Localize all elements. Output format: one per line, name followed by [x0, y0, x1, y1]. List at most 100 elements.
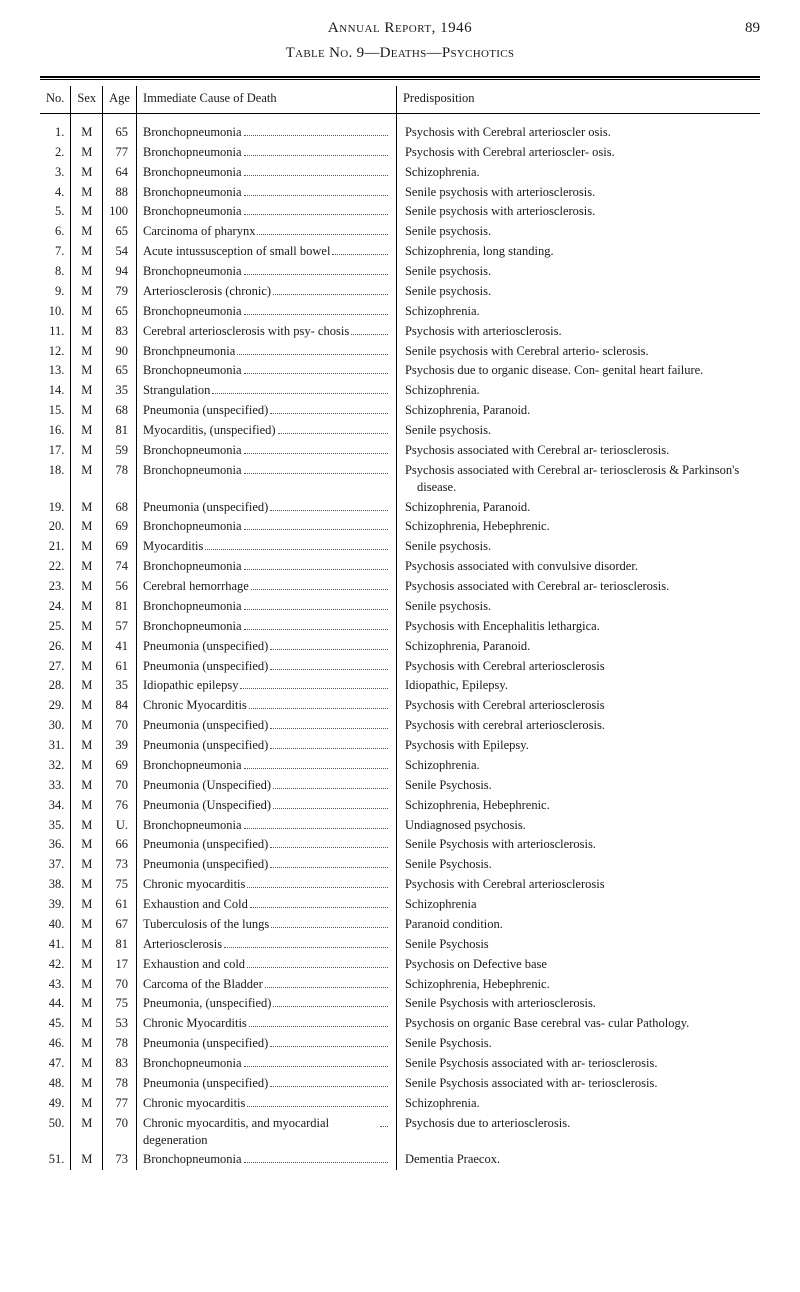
cell-predisposition: Schizophrenia, Paranoid.: [396, 497, 760, 517]
cell-predisposition: Schizophrenia, Paranoid.: [396, 401, 760, 421]
cell-predisposition: Schizophrenia, Paranoid.: [396, 636, 760, 656]
cell-cause: Pneumonia (Unspecified): [136, 775, 396, 795]
cell-cause: Pneumonia (unspecified): [136, 716, 396, 736]
table-row: 35.MU.BronchopneumoniaUndiagnosed psycho…: [40, 815, 760, 835]
cell-age: 81: [103, 596, 137, 616]
table-row: 42.M17Exhaustion and coldPsychosis on De…: [40, 954, 760, 974]
cell-no: 42.: [40, 954, 71, 974]
cell-predisposition: Psychosis with Cerebral arteriosclerosis: [396, 656, 760, 676]
table-row: 16.M81Myocarditis, (unspecified)Senile p…: [40, 421, 760, 441]
cell-cause: Pneumonia (unspecified): [136, 401, 396, 421]
cell-no: 29.: [40, 696, 71, 716]
cell-age: 69: [103, 517, 137, 537]
rule-top-thin: [40, 79, 760, 80]
cell-no: 25.: [40, 616, 71, 636]
table-row: 37.M73Pneumonia (unspecified)Senile Psyc…: [40, 855, 760, 875]
table-row: 15.M68Pneumonia (unspecified)Schizophren…: [40, 401, 760, 421]
cell-no: 32.: [40, 755, 71, 775]
table-row: 6.M65Carcinoma of pharynxSenile psychosi…: [40, 222, 760, 242]
table-row: 2.M77BronchopneumoniaPsychosis with Cere…: [40, 142, 760, 162]
cell-cause: Bronchopneumonia: [136, 460, 396, 497]
cell-predisposition: Senile Psychosis with arteriosclerosis.: [396, 994, 760, 1014]
cell-no: 50.: [40, 1113, 71, 1150]
cell-predisposition: Psychosis associated with Cerebral ar- t…: [396, 440, 760, 460]
cell-age: 66: [103, 835, 137, 855]
cell-predisposition: Schizophrenia.: [396, 301, 760, 321]
cell-sex: M: [71, 616, 103, 636]
cell-sex: M: [71, 460, 103, 497]
cell-predisposition: Psychosis with Cerebral arteriosclerosis: [396, 696, 760, 716]
cell-age: 65: [103, 113, 137, 142]
cell-age: 94: [103, 262, 137, 282]
cell-no: 20.: [40, 517, 71, 537]
cell-predisposition: Senile Psychosis.: [396, 775, 760, 795]
cell-sex: M: [71, 835, 103, 855]
cell-age: 90: [103, 341, 137, 361]
cell-cause: Pneumonia (unspecified): [136, 656, 396, 676]
table-body: 1.M65BronchopneumoniaPsychosis with Cere…: [40, 113, 760, 1169]
cell-predisposition: Senile Psychosis: [396, 934, 760, 954]
cell-no: 13.: [40, 361, 71, 381]
cell-predisposition: Schizophrenia.: [396, 381, 760, 401]
cell-sex: M: [71, 440, 103, 460]
cell-age: 65: [103, 222, 137, 242]
cell-predisposition: Senile psychosis with arteriosclerosis.: [396, 202, 760, 222]
cell-predisposition: Undiagnosed psychosis.: [396, 815, 760, 835]
cell-sex: M: [71, 301, 103, 321]
table-row: 12.M90BronchpneumoniaSenile psychosis wi…: [40, 341, 760, 361]
cell-age: 73: [103, 855, 137, 875]
cell-predisposition: Senile Psychosis associated with ar- ter…: [396, 1054, 760, 1074]
cell-predisposition: Psychosis with arteriosclerosis.: [396, 321, 760, 341]
table-row: 36.M66Pneumonia (unspecified)Senile Psyc…: [40, 835, 760, 855]
cell-sex: M: [71, 1014, 103, 1034]
col-header-predisposition: Predisposition: [396, 86, 760, 113]
cell-sex: M: [71, 242, 103, 262]
cell-sex: M: [71, 497, 103, 517]
cell-predisposition: Senile psychosis.: [396, 281, 760, 301]
cell-predisposition: Psychosis with Epilepsy.: [396, 736, 760, 756]
cell-sex: M: [71, 755, 103, 775]
table-row: 25.M57BronchopneumoniaPsychosis with Enc…: [40, 616, 760, 636]
cell-age: 78: [103, 460, 137, 497]
cell-no: 33.: [40, 775, 71, 795]
cell-cause: Arteriosclerosis: [136, 934, 396, 954]
cell-cause: Bronchopneumonia: [136, 162, 396, 182]
cell-no: 4.: [40, 182, 71, 202]
cell-cause: Bronchpneumonia: [136, 341, 396, 361]
cell-age: 75: [103, 994, 137, 1014]
cell-predisposition: Senile psychosis.: [396, 537, 760, 557]
cell-sex: M: [71, 954, 103, 974]
cell-sex: M: [71, 934, 103, 954]
cell-age: 35: [103, 381, 137, 401]
table-row: 22.M74BronchopneumoniaPsychosis associat…: [40, 557, 760, 577]
cell-age: 70: [103, 1113, 137, 1150]
cell-no: 31.: [40, 736, 71, 756]
table-row: 48.M78Pneumonia (unspecified)Senile Psyc…: [40, 1073, 760, 1093]
table-row: 1.M65BronchopneumoniaPsychosis with Cere…: [40, 113, 760, 142]
cell-cause: Pneumonia (unspecified): [136, 855, 396, 875]
report-title: Annual Report, 1946: [80, 20, 720, 37]
cell-predisposition: Psychosis associated with Cerebral ar- t…: [396, 577, 760, 597]
cell-no: 23.: [40, 577, 71, 597]
cell-sex: M: [71, 401, 103, 421]
cell-cause: Bronchopneumonia: [136, 113, 396, 142]
table-row: 41.M81ArteriosclerosisSenile Psychosis: [40, 934, 760, 954]
cell-age: 83: [103, 1054, 137, 1074]
table-row: 5.M100BronchopneumoniaSenile psychosis w…: [40, 202, 760, 222]
cell-predisposition: Schizophrenia, Hebephrenic.: [396, 795, 760, 815]
cell-cause: Myocarditis, (unspecified): [136, 421, 396, 441]
page-header: Annual Report, 1946 89: [40, 20, 760, 37]
cell-sex: M: [71, 656, 103, 676]
col-header-cause: Immediate Cause of Death: [136, 86, 396, 113]
cell-age: 78: [103, 1034, 137, 1054]
table-row: 23.M56Cerebral hemorrhagePsychosis assoc…: [40, 577, 760, 597]
cell-no: 40.: [40, 914, 71, 934]
cell-cause: Pneumonia (unspecified): [136, 1073, 396, 1093]
cell-sex: M: [71, 142, 103, 162]
cell-age: 84: [103, 696, 137, 716]
table-row: 34.M76Pneumonia (Unspecified)Schizophren…: [40, 795, 760, 815]
cell-sex: M: [71, 517, 103, 537]
cell-no: 38.: [40, 875, 71, 895]
cell-sex: M: [71, 262, 103, 282]
cell-predisposition: Dementia Praecox.: [396, 1150, 760, 1170]
